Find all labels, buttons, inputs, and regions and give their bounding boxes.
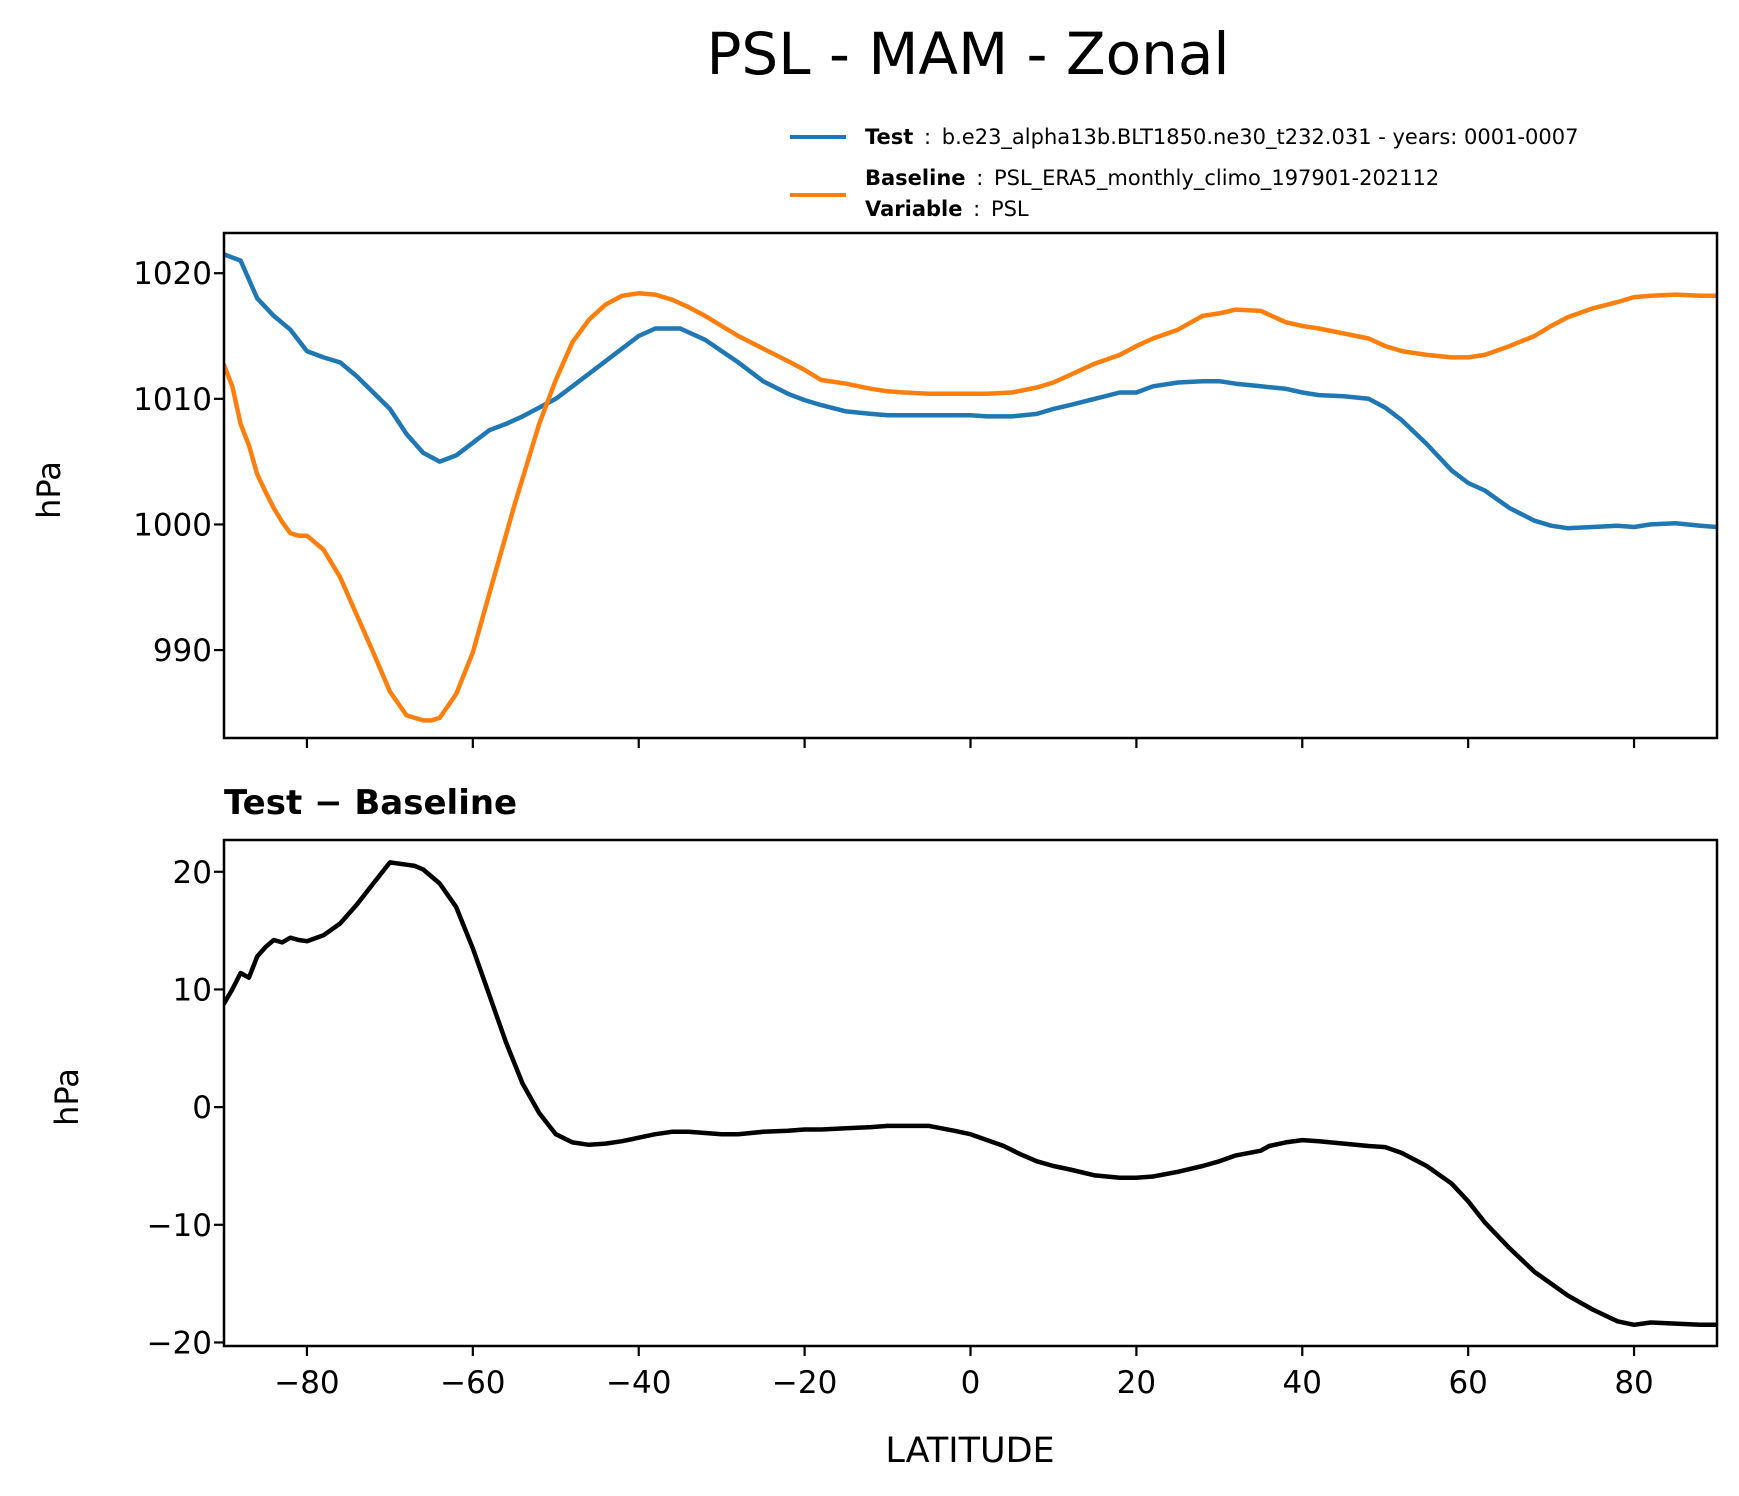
bottom-series-line-test-baseline: [224, 860, 1717, 1328]
bottom-xtick-label: 20: [1117, 1365, 1156, 1401]
diff-panel-title: Test − Baseline: [224, 783, 517, 823]
bottom-ylabel: hPa: [48, 1068, 86, 1126]
bottom-xtick-label: 0: [961, 1365, 981, 1401]
panel-difference: Test − Baseline −80 −60 −40 −20 0 20 40 60 80 −2…: [48, 783, 1719, 1471]
bottom-ytick-label: 20: [173, 855, 212, 891]
bottom-yticks: −20 −10 0 10 20: [147, 855, 224, 1361]
top-yticks: 990 1000 1010 1020: [133, 256, 224, 669]
top-series-line-test: [224, 252, 1717, 531]
bottom-ytick-label: −20: [147, 1325, 212, 1361]
bottom-xtick-label: −80: [274, 1365, 339, 1401]
legend-sep-baseline: :: [976, 166, 983, 190]
panel-absolute-psl: 990 1000 1010 1020 hPa: [30, 231, 1719, 748]
legend-sep-test: :: [924, 125, 931, 149]
top-series-lines: [224, 252, 1717, 723]
legend-entry-test: Test : b.e23_alpha13b.BLT1850.ne30_t232.…: [865, 125, 1579, 150]
top-xticks: [305, 738, 1636, 748]
top-series-line-baseline: [224, 291, 1717, 723]
bottom-xtick-label: −40: [606, 1365, 671, 1401]
bottom-xtick-label: −20: [772, 1365, 837, 1401]
top-ytick-label: 1010: [133, 382, 212, 418]
bottom-xtick-label: −60: [440, 1365, 505, 1401]
legend-entry-variable: Variable : PSL: [865, 197, 1029, 221]
top-ytick-label: 1000: [133, 507, 212, 543]
bottom-ytick-label: 10: [173, 972, 212, 1008]
bottom-xtick-label: 40: [1283, 1365, 1322, 1401]
chart-title: PSL - MAM - Zonal: [706, 20, 1229, 88]
legend-text-variable: PSL: [991, 197, 1029, 221]
bottom-xtick-label: 80: [1614, 1365, 1653, 1401]
legend: Test : b.e23_alpha13b.BLT1850.ne30_t232.…: [790, 125, 1579, 221]
bottom-series-lines: [224, 860, 1717, 1328]
legend-key-test: Test: [865, 125, 913, 149]
bottom-axes-frame: [222, 838, 1719, 1348]
x-axis-label: LATITUDE: [885, 1431, 1054, 1471]
top-axes-frame: [222, 231, 1719, 740]
bottom-ytick-label: −10: [147, 1208, 212, 1244]
legend-entry-baseline: Baseline : PSL_ERA5_monthly_climo_197901…: [865, 166, 1439, 191]
legend-sep-variable: :: [973, 197, 980, 221]
top-ytick-label: 990: [153, 633, 212, 669]
legend-text-baseline: PSL_ERA5_monthly_climo_197901-202112: [994, 166, 1439, 191]
top-ytick-label: 1020: [133, 256, 212, 292]
legend-text-test: b.e23_alpha13b.BLT1850.ne30_t232.031 - y…: [942, 125, 1579, 150]
top-ylabel: hPa: [30, 461, 68, 519]
bottom-ytick-label: 0: [192, 1090, 212, 1126]
legend-key-baseline: Baseline: [865, 166, 966, 190]
bottom-xticks: −80 −60 −40 −20 0 20 40 60 80: [274, 1346, 1654, 1401]
legend-key-variable: Variable: [865, 197, 962, 221]
bottom-xtick-label: 60: [1448, 1365, 1487, 1401]
